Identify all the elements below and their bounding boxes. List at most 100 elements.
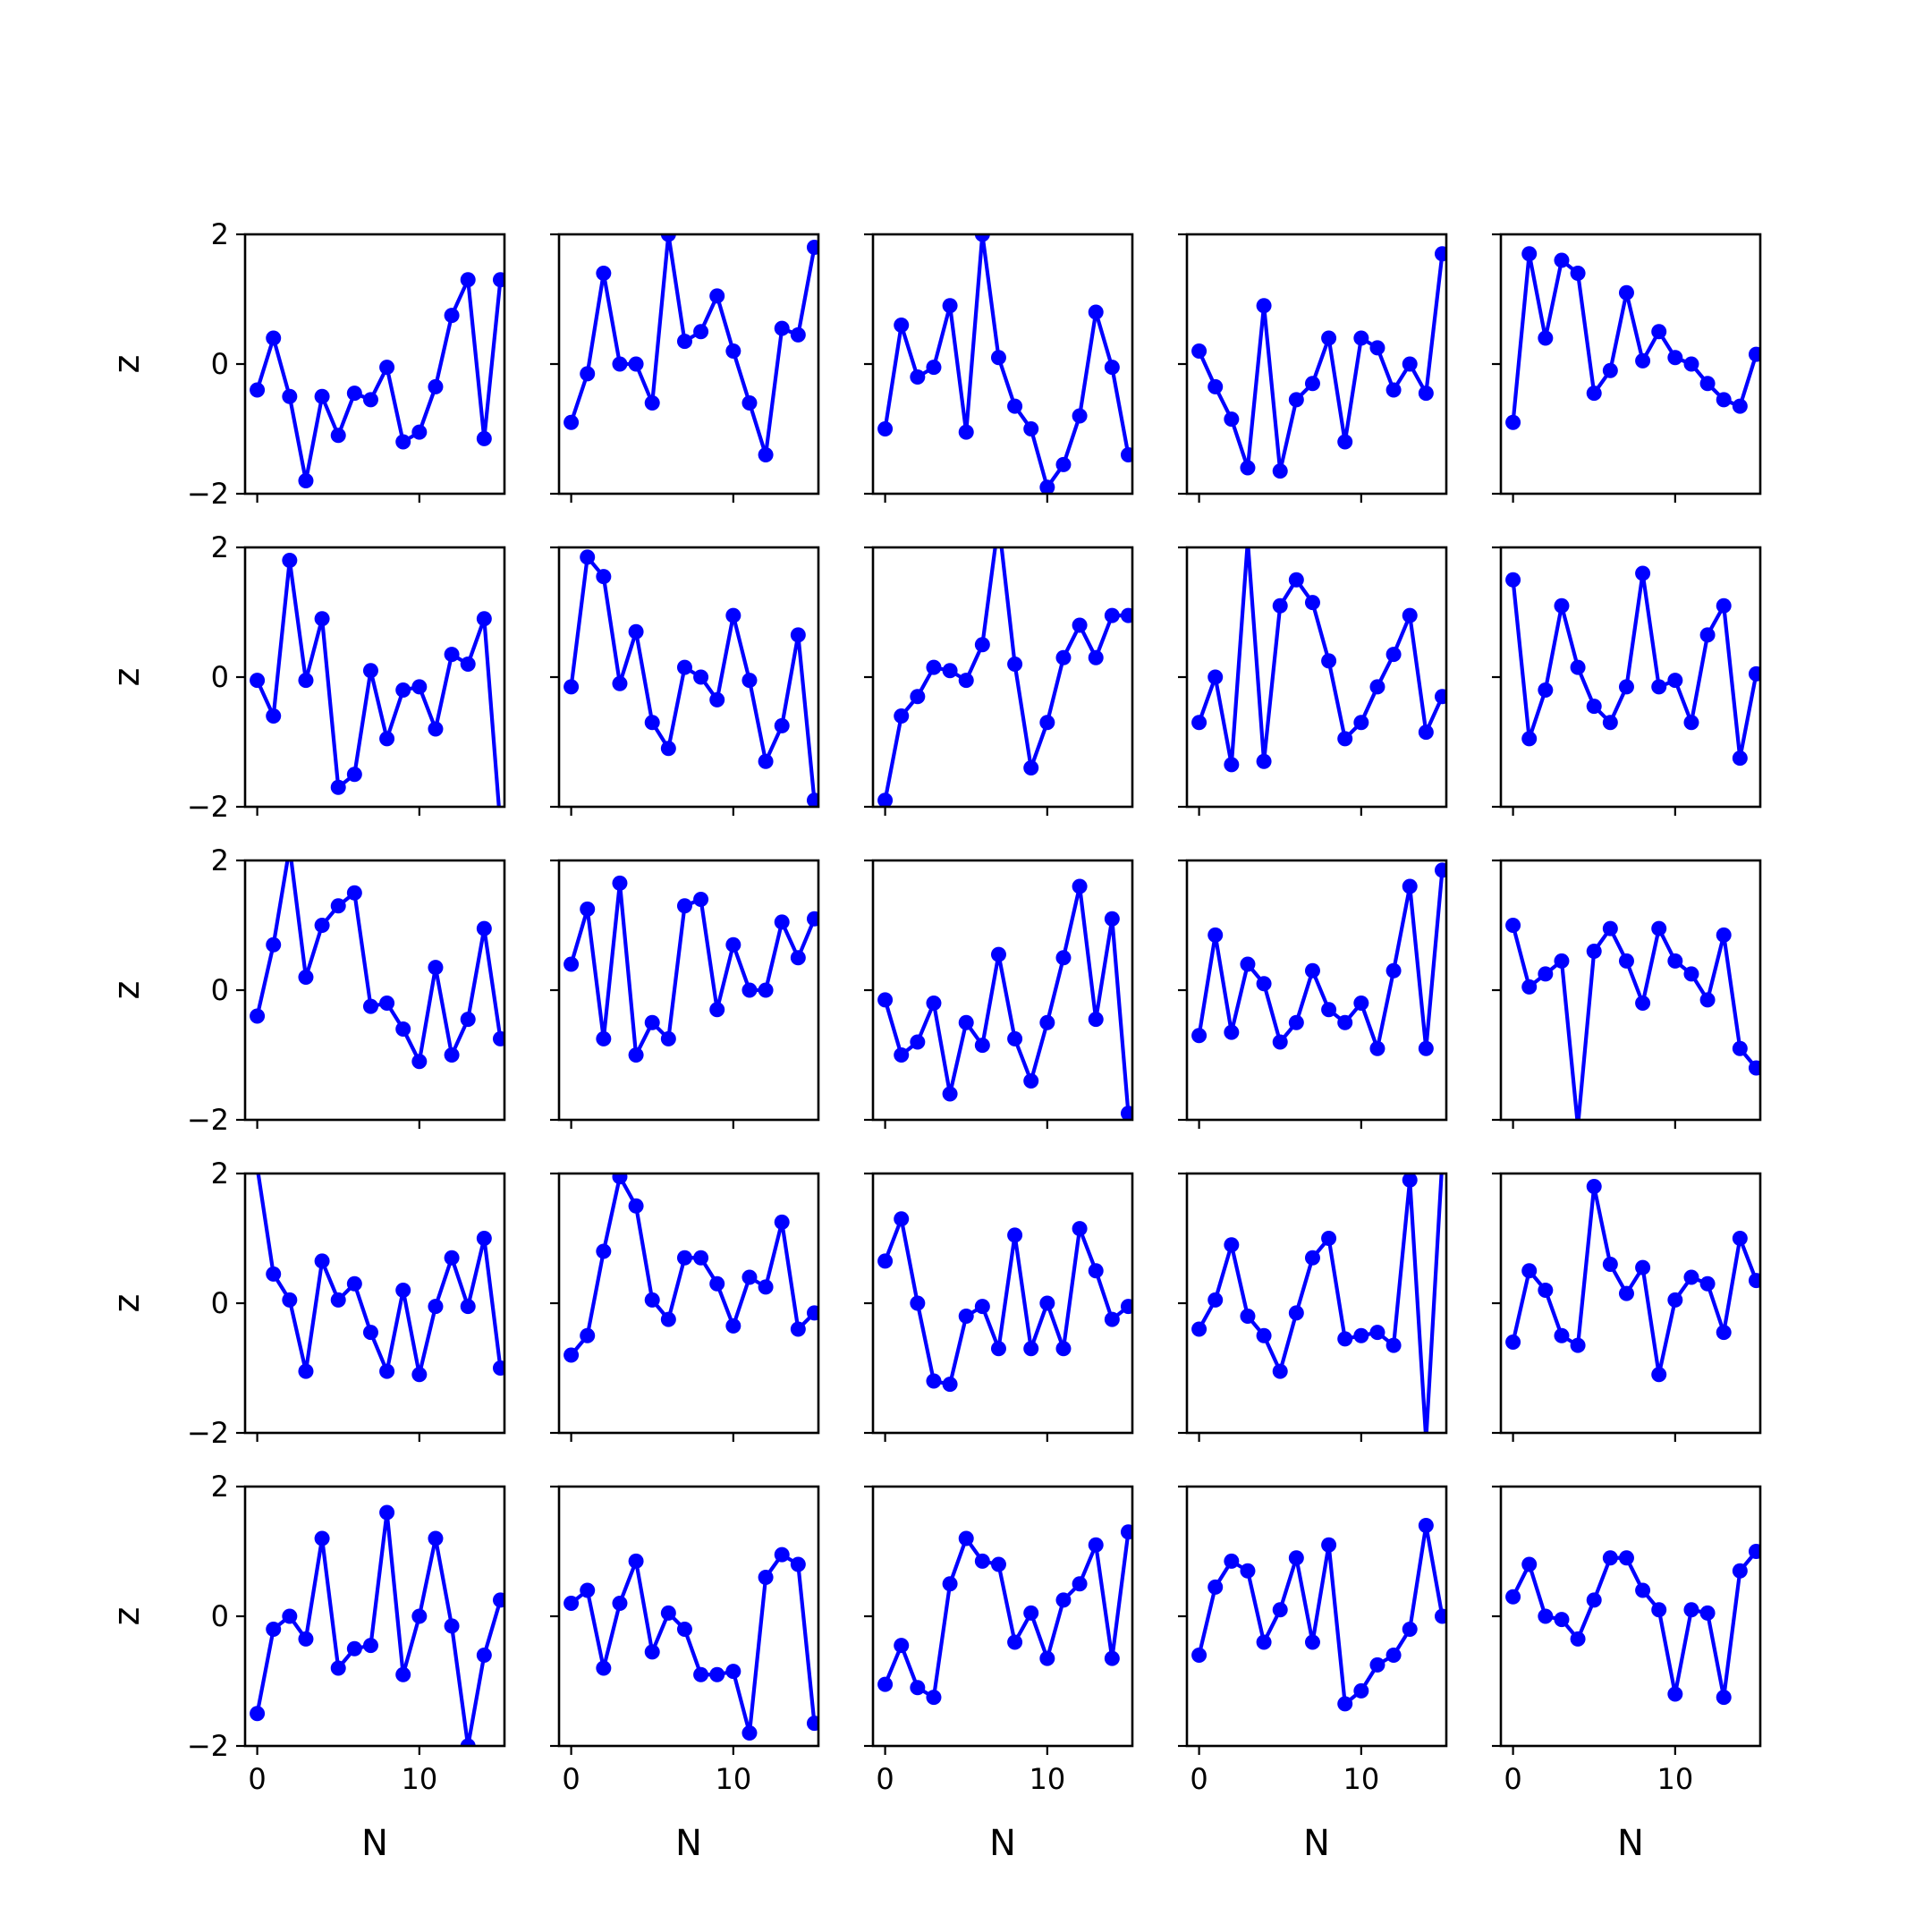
data-point [1321, 653, 1337, 669]
data-point [476, 611, 492, 627]
data-point [476, 430, 492, 446]
data-point [644, 1292, 660, 1308]
data-point [1023, 421, 1039, 436]
data-point [741, 395, 758, 411]
data-point [758, 753, 774, 769]
data-point [266, 936, 282, 953]
data-point [580, 366, 596, 382]
data-point [1224, 1237, 1240, 1253]
series-line [1197, 1523, 1445, 1706]
data-point [1521, 1263, 1538, 1279]
data-point [476, 920, 492, 936]
data-point [1120, 1524, 1132, 1540]
data-point [1288, 572, 1304, 588]
data-point [725, 607, 741, 623]
data-point [1353, 715, 1369, 731]
data-point [580, 1327, 596, 1343]
data-point [1699, 1275, 1716, 1292]
data-point [1748, 1060, 1760, 1076]
data-point [894, 708, 910, 724]
data-point [1208, 669, 1224, 685]
data-point [1055, 1592, 1072, 1608]
subplot-r1-c3 [864, 233, 1134, 503]
data-point [476, 1231, 492, 1246]
data-point [725, 936, 741, 953]
data-point [644, 1644, 660, 1660]
data-layer [564, 875, 818, 1063]
data-point [1007, 1227, 1023, 1243]
data-point [362, 663, 378, 679]
data-point [314, 388, 330, 404]
data-point [1554, 1612, 1570, 1628]
y-tick-label: 0 [211, 1286, 229, 1320]
data-point [1007, 1634, 1023, 1650]
data-point [1224, 1024, 1240, 1040]
y-tick-label: −2 [187, 1103, 229, 1137]
x-axis-label: N [675, 1823, 702, 1864]
series-line [883, 547, 1129, 801]
data-point [1570, 1337, 1586, 1353]
data-point [877, 1676, 894, 1692]
data-point [1023, 1605, 1039, 1621]
data-point [877, 992, 894, 1008]
data-point [1120, 607, 1132, 623]
data-point [1570, 1631, 1586, 1647]
data-point [282, 388, 298, 404]
data-point [1570, 266, 1586, 281]
data-point [330, 1660, 346, 1676]
data-point [395, 682, 411, 698]
data-point [1402, 878, 1418, 894]
subplot-r5-c1: −2 0 2 0 10 z N [106, 1470, 506, 1864]
data-point [1554, 953, 1570, 969]
data-point [758, 982, 774, 998]
data-point [1651, 679, 1667, 695]
data-point [628, 1553, 644, 1569]
data-point [1570, 659, 1586, 675]
data-point [1667, 350, 1683, 366]
data-point [1208, 1579, 1224, 1595]
data-point [395, 1021, 411, 1037]
data-point [1288, 1305, 1304, 1321]
data-point [1385, 647, 1402, 663]
data-point [1007, 398, 1023, 414]
data-point [1602, 920, 1618, 936]
data-point [1256, 1327, 1272, 1343]
data-point [1039, 479, 1055, 494]
data-point [790, 1321, 806, 1337]
data-point [580, 901, 596, 917]
data-point [460, 1738, 476, 1746]
data-point [596, 1660, 612, 1676]
subplot-r3-c1: −2 0 2 z [106, 843, 506, 1137]
data-point [628, 623, 644, 640]
data-point [644, 1014, 660, 1030]
data-point [1088, 1263, 1104, 1279]
data-layer [250, 860, 504, 1070]
data-point [894, 1211, 910, 1227]
subplot-r1-c4 [1178, 233, 1448, 503]
y-tick-label: 0 [211, 973, 229, 1007]
data-point [1385, 1337, 1402, 1353]
x-axis-label: N [1617, 1823, 1644, 1864]
data-point [612, 875, 628, 891]
x-tick-label: 0 [1504, 1762, 1521, 1796]
data-point [564, 679, 580, 695]
data-point [1385, 382, 1402, 398]
data-point [379, 360, 395, 376]
y-tick-label: −2 [187, 477, 229, 511]
data-point [1369, 340, 1385, 356]
subplot-r2-c4 [1178, 546, 1448, 816]
y-tick-label: −2 [187, 790, 229, 824]
data-point [894, 1047, 910, 1063]
data-point [725, 343, 741, 359]
data-point [676, 659, 692, 675]
data-point [1353, 1682, 1369, 1699]
data-point [1256, 298, 1272, 314]
data-point [1651, 324, 1667, 340]
subplot-r4-c4 [1178, 1172, 1448, 1442]
data-point [1120, 1299, 1132, 1315]
data-point [693, 324, 709, 340]
data-point [660, 234, 676, 242]
data-point [1716, 927, 1732, 943]
data-point [266, 330, 282, 346]
